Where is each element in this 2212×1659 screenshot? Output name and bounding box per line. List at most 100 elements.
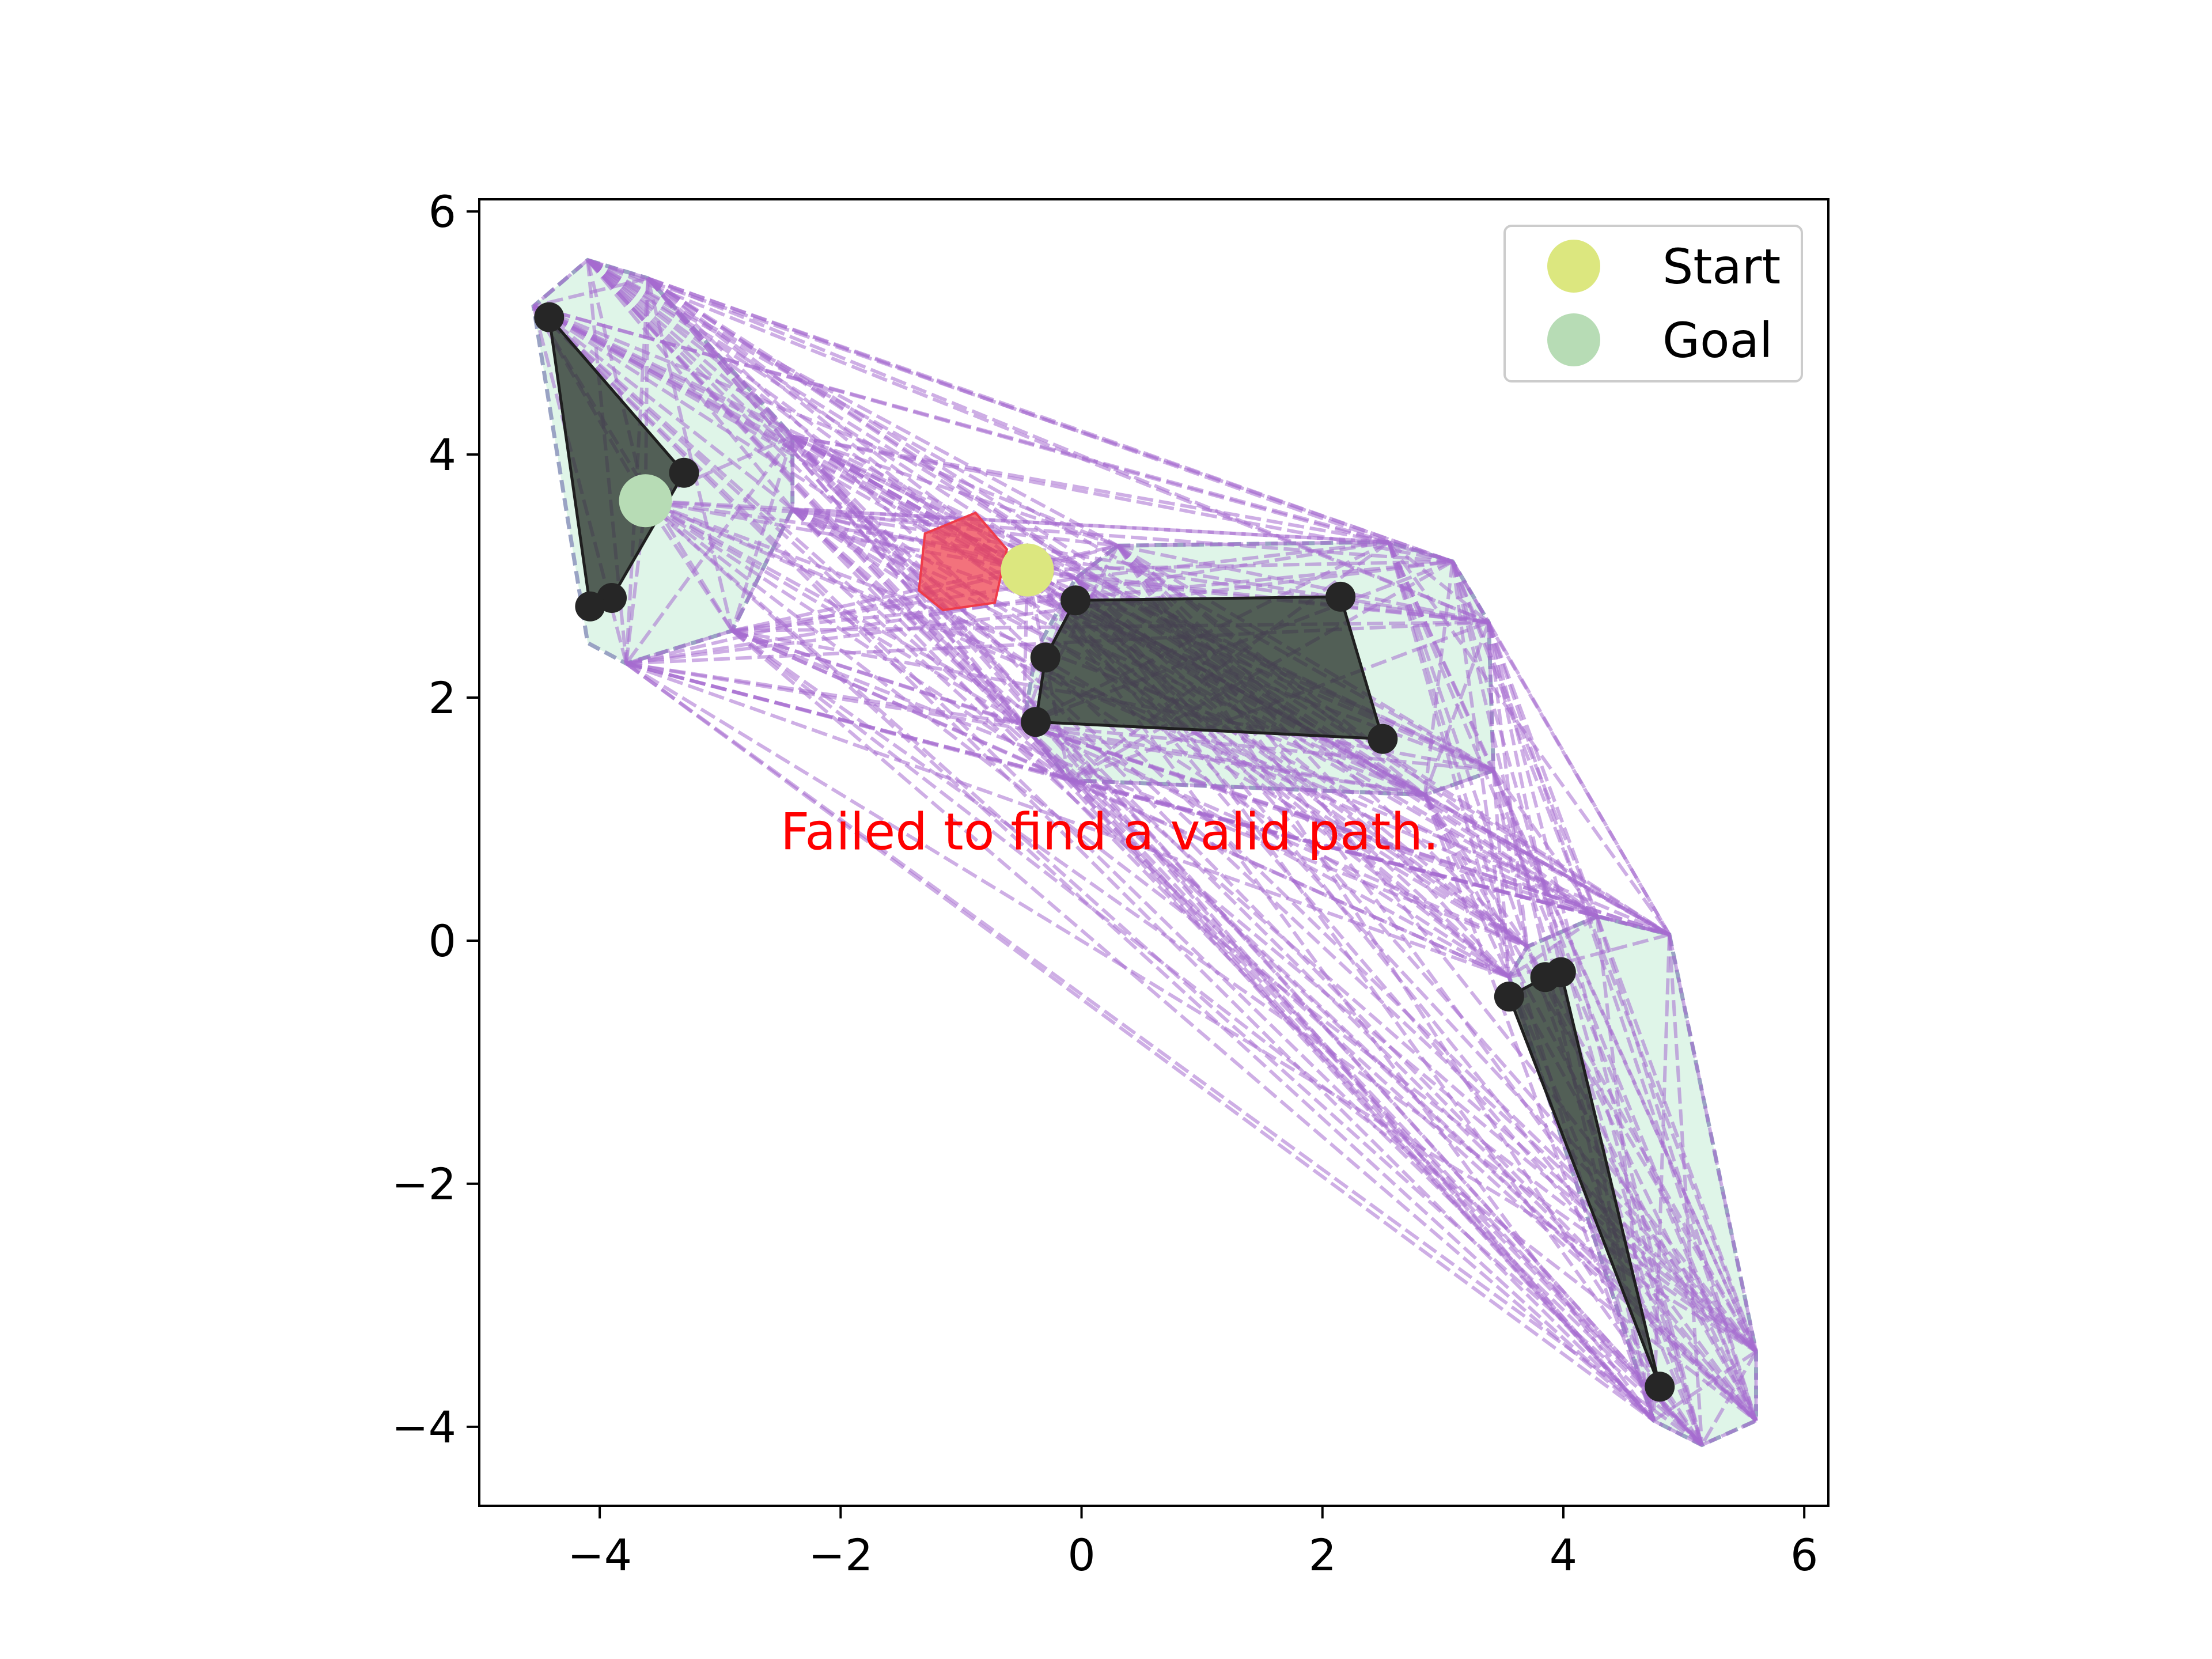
graph-edge <box>644 499 1703 1446</box>
graph-edge <box>1423 794 1511 978</box>
obstacle-vertex <box>1060 585 1091 616</box>
graph-edge <box>647 276 1453 563</box>
graph-edge <box>644 499 1655 1422</box>
obstacle-vertex <box>1030 642 1060 673</box>
legend-start-marker <box>1547 240 1600 293</box>
y-tick-label: 0 <box>429 915 456 967</box>
graph-edge <box>1069 778 1510 979</box>
graph-edge <box>1027 559 1453 572</box>
obstacle-vertex <box>1325 581 1356 612</box>
graph-edge <box>626 661 1024 726</box>
graph-edge <box>1074 544 1119 580</box>
graph-edge <box>645 499 1453 563</box>
y-tick-label: −4 <box>392 1402 456 1453</box>
graph-edge <box>626 540 1389 665</box>
graph-edge <box>532 305 1703 1446</box>
graph-edge <box>1023 722 1494 772</box>
graph-edge <box>1487 622 1704 1446</box>
graph-edge <box>1508 976 1656 1422</box>
graph-edge <box>1487 622 1529 947</box>
graph-edge <box>1387 541 1758 1422</box>
graph-edge <box>532 305 794 511</box>
graph-edge <box>1491 770 1758 1353</box>
graph-edge <box>1022 723 1703 1446</box>
graph-edge <box>1596 914 1670 937</box>
graph-edge <box>1492 769 1599 918</box>
graph-edge <box>1025 569 1071 781</box>
graph-edge <box>731 629 1758 1422</box>
x-tick-label: 6 <box>1790 1529 1818 1581</box>
axes-frame <box>478 198 1830 1507</box>
start-marker <box>1001 543 1054 597</box>
graph-edge <box>1069 778 1425 797</box>
graph-edge <box>1027 568 1489 624</box>
graph-edge <box>587 258 1490 624</box>
graph-edge <box>626 629 733 665</box>
legend-goal-marker <box>1547 313 1600 366</box>
obstacle-vertex <box>534 302 565 332</box>
graph-edge <box>1668 934 1758 1352</box>
graph-edge <box>1701 1419 1757 1447</box>
obstacles <box>534 302 1675 1402</box>
obstacle-vertex <box>1645 1372 1675 1402</box>
x-tick-label: 4 <box>1550 1529 1577 1581</box>
x-tick-label: −2 <box>808 1529 873 1581</box>
graph-edge <box>1487 621 1671 935</box>
graph-edge <box>1595 915 1758 1353</box>
graph-edge <box>1388 540 1453 563</box>
graph-edge <box>1508 945 1529 978</box>
graph-edge <box>1075 540 1389 581</box>
graph-edge <box>532 304 1119 548</box>
obstacle-vertex <box>669 457 699 488</box>
graph-edge <box>1450 560 1599 917</box>
graph-edge <box>791 434 1119 548</box>
graph-edge <box>1424 768 1494 797</box>
graph-edge <box>626 559 1453 665</box>
goal-marker <box>619 474 672 528</box>
graph-edge <box>644 499 1758 1353</box>
graph-edge <box>1068 779 1758 1353</box>
graph-edge <box>1022 723 1071 782</box>
graph-edge <box>647 276 1490 624</box>
obstacle-vertex <box>1546 957 1576 987</box>
graph-edge <box>731 629 1655 1422</box>
graph-edge <box>1508 915 1599 979</box>
graph-edge <box>644 499 734 632</box>
graph-edge <box>1491 770 1704 1446</box>
graph-edge <box>586 258 1119 547</box>
obstacle-vertex <box>1494 982 1524 1012</box>
graph-edge <box>1116 544 1758 1353</box>
graph-edge <box>646 277 1656 1422</box>
robot-footprint <box>918 511 1009 612</box>
legend: Start Goal <box>1503 225 1803 382</box>
x-tick-label: 2 <box>1309 1529 1336 1581</box>
graph-edge <box>1595 915 1758 1422</box>
graph-edge <box>791 507 1426 797</box>
graph-edge <box>1653 1350 1758 1422</box>
legend-goal-label: Goal <box>1662 312 1772 369</box>
x-tick-label: −4 <box>567 1529 632 1581</box>
start-goal-points <box>619 474 1054 597</box>
graph-edge <box>645 499 1025 726</box>
graph-edge <box>624 278 650 664</box>
obstacle-vertex <box>1368 724 1398 754</box>
graph-edge <box>1527 915 1598 949</box>
graph-edge <box>646 278 734 631</box>
graph-edge <box>645 499 1510 979</box>
graph-edge <box>1653 1419 1703 1447</box>
obstacle-middle <box>1034 595 1385 741</box>
graph-edge <box>791 507 1510 979</box>
graph-edge <box>1487 622 1495 771</box>
graph-edge <box>644 499 1071 782</box>
failure-message: Failed to find a valid path. <box>781 802 1439 862</box>
graph-edge <box>1118 540 1389 548</box>
graph-edge <box>1022 570 1029 725</box>
graph-edge <box>586 259 794 510</box>
graph-edge <box>645 499 1389 544</box>
graph-edge <box>586 259 1510 979</box>
graph-edge <box>532 305 1758 1422</box>
graph-edge <box>1667 934 1704 1445</box>
graph-edge <box>1652 934 1671 1421</box>
y-tick-label: 2 <box>429 672 456 724</box>
graph-edge <box>1491 770 1511 978</box>
